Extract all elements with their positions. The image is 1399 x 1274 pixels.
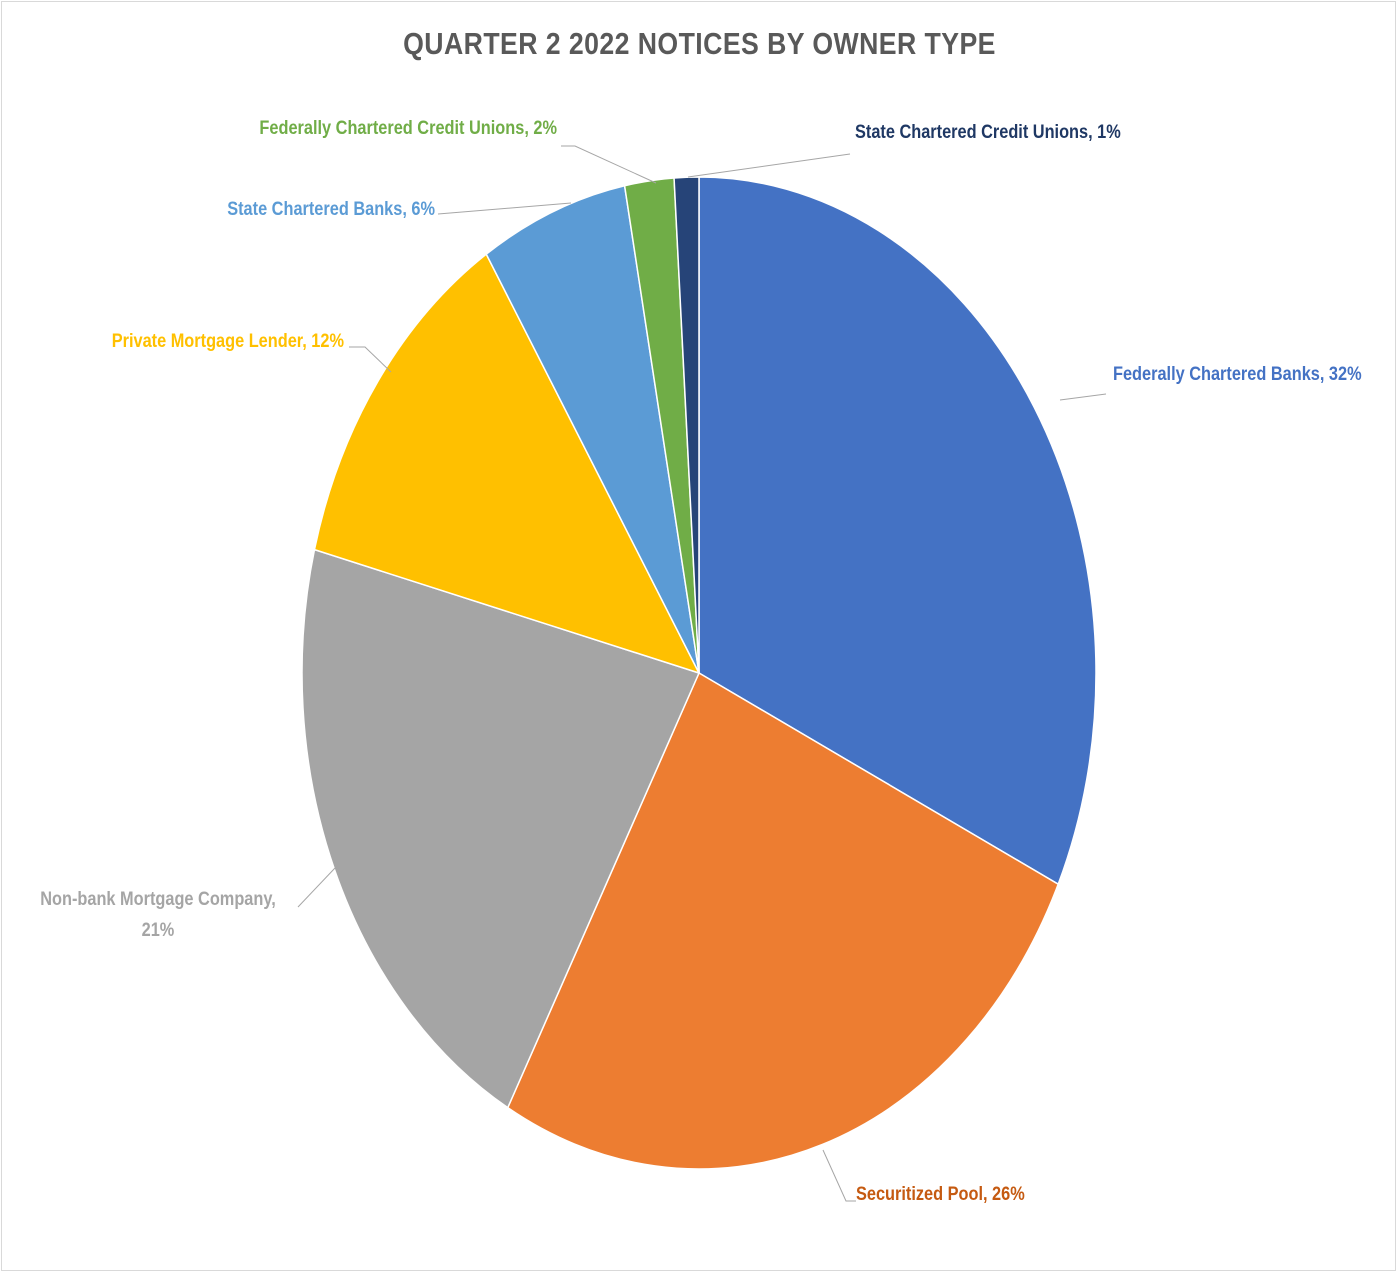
pie-slices [301,176,1097,1170]
leader-lines [297,145,1107,1202]
leader-line-state-chartered-banks [437,202,572,215]
data-label-non-bank-mortgage-company: Non-bank Mortgage Company, 21% [40,888,276,940]
leader-line-non-bank-mortgage-company [297,867,336,908]
data-label-federally-chartered-banks: Federally Chartered Banks, 32% [1113,363,1362,384]
pie-slice-non-bank-mortgage-company [301,548,701,1109]
data-label-state-chartered-credit-unions: State Chartered Credit Unions, 1% [855,121,1121,142]
pie-slice-federally-chartered-banks [698,176,1097,886]
data-labels: Federally Chartered Banks, 32% Securitize… [40,117,1362,1204]
chart-title: QUARTER 2 2022 NOTICES BY OWNER TYPE [403,26,996,61]
pie-slice-private-mortgage-lender [313,253,701,675]
leader-line-federally-chartered-credit-unions [561,145,657,184]
leader-line-private-mortgage-lender [349,346,392,373]
pie-slice-state-chartered-banks [485,184,700,674]
data-label-securitized-pool: Securitized Pool, 26% [856,1183,1025,1204]
leader-line-securitized-pool [822,1149,856,1202]
pie-slice-securitized-pool [506,671,1060,1170]
data-label-private-mortgage-lender: Private Mortgage Lender, 12% [112,330,344,351]
data-label-federally-chartered-credit-unions: Federally Chartered Credit Unions, 2% [259,117,557,138]
pie-slice-state-chartered-credit-unions [673,176,700,674]
data-label-state-chartered-banks: State Chartered Banks, 6% [227,198,435,219]
leader-line-federally-chartered-banks [1059,393,1107,401]
leader-line-state-chartered-credit-unions [687,153,851,178]
